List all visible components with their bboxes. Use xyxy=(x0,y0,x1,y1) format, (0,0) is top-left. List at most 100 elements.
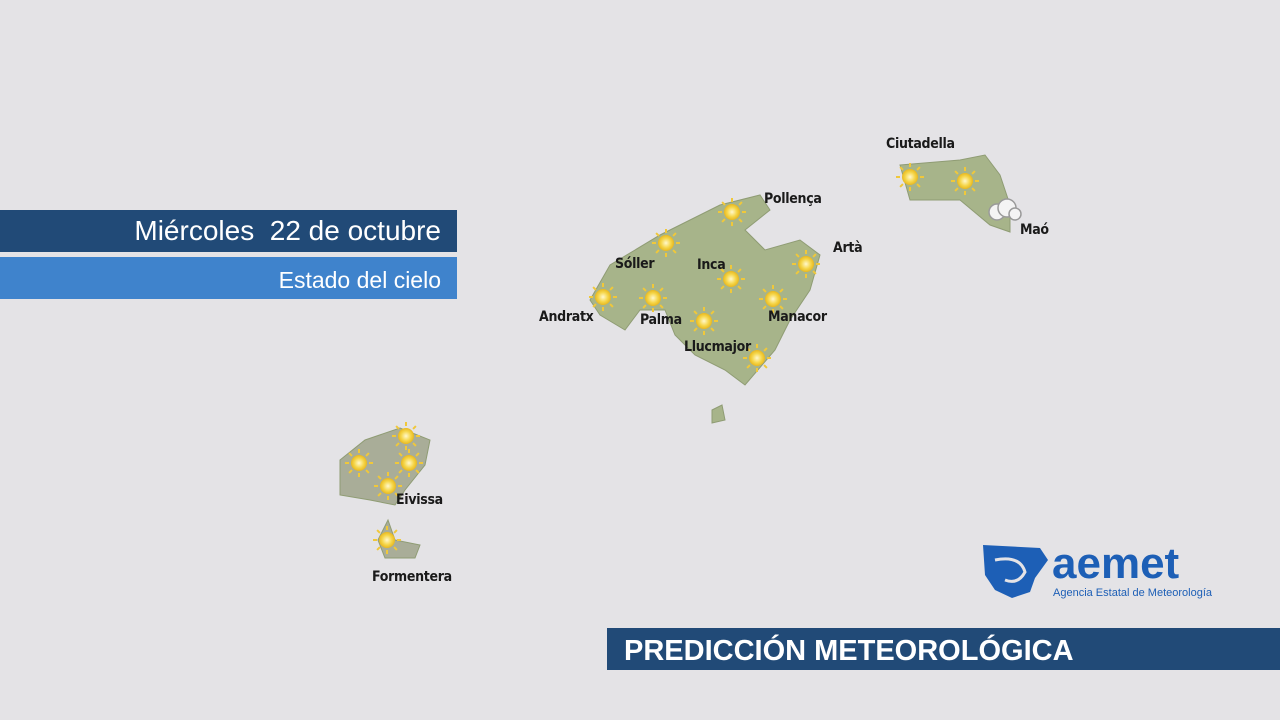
sun-ray xyxy=(395,425,400,430)
sun-ray xyxy=(737,268,742,273)
sun-ray xyxy=(672,232,677,237)
sun-ray xyxy=(738,201,743,206)
sun-ray xyxy=(412,425,417,430)
sun-ray xyxy=(412,442,417,447)
sun-ray xyxy=(398,469,403,474)
sun-ray xyxy=(365,452,370,457)
sun-disc xyxy=(957,173,973,189)
sun-icon xyxy=(589,283,617,311)
sun-disc xyxy=(645,290,661,306)
sun-ray xyxy=(376,546,381,551)
sun-ray xyxy=(377,475,382,480)
sun-ray xyxy=(609,286,614,291)
sun-disc xyxy=(765,291,781,307)
logo-mark xyxy=(983,545,1048,598)
sun-ray xyxy=(693,310,698,315)
sun-icon xyxy=(743,344,771,372)
sun-ray xyxy=(592,286,597,291)
sun-ray xyxy=(365,469,370,474)
sun-disc xyxy=(595,289,611,305)
date: Miércoles 22 de octubre xyxy=(134,215,441,246)
sun-ray xyxy=(971,187,976,192)
place-label: Formentera xyxy=(372,569,452,585)
sun-ray xyxy=(779,305,784,310)
sun-ray xyxy=(971,170,976,175)
sun-icon xyxy=(652,229,680,257)
formentera xyxy=(377,518,421,559)
sun-disc xyxy=(723,271,739,287)
sun-ray xyxy=(916,166,921,171)
sun-ray xyxy=(377,492,382,497)
sun-ray xyxy=(762,305,767,310)
place-label: Manacor xyxy=(768,309,828,325)
sun-disc xyxy=(398,428,414,444)
mallorca xyxy=(589,194,821,386)
sun-ray xyxy=(393,546,398,551)
sun-ray xyxy=(720,268,725,273)
cabrera xyxy=(711,404,726,424)
place-label: Sóller xyxy=(615,256,655,272)
sun-ray xyxy=(763,364,768,369)
place-label: Andratx xyxy=(539,309,594,325)
sun-ray xyxy=(710,327,715,332)
sun-icon xyxy=(951,167,979,195)
sun-ray xyxy=(954,170,959,175)
sun-ray xyxy=(954,187,959,192)
sun-ray xyxy=(398,452,403,457)
place-label: Pollença xyxy=(764,191,822,207)
sun-disc xyxy=(380,478,396,494)
sun-ray xyxy=(393,529,398,534)
islands xyxy=(339,154,1011,559)
sun-ray xyxy=(710,310,715,315)
sun-disc xyxy=(902,169,918,185)
sun-ray xyxy=(672,249,677,254)
sun-disc xyxy=(658,235,674,251)
sun-ray xyxy=(762,288,767,293)
sun-icon xyxy=(759,285,787,313)
sun-disc xyxy=(749,350,765,366)
place-label: Maó xyxy=(1020,222,1049,238)
sun-icon xyxy=(717,265,745,293)
sun-disc xyxy=(696,313,712,329)
sun-ray xyxy=(659,304,664,309)
place-label: Ciutadella xyxy=(886,136,955,152)
sun-ray xyxy=(376,529,381,534)
sun-ray xyxy=(348,469,353,474)
footer: PREDICCIÓN METEOROLÓGICA xyxy=(624,633,1074,667)
sun-ray xyxy=(812,253,817,258)
sun-icon xyxy=(792,250,820,278)
weather-icons xyxy=(345,163,1022,554)
eivissa xyxy=(339,427,431,506)
sun-ray xyxy=(746,364,751,369)
sun-ray xyxy=(720,285,725,290)
cloud-icon xyxy=(988,198,1022,221)
sun-disc xyxy=(351,455,367,471)
place-label: Palma xyxy=(640,312,682,328)
sun-ray xyxy=(795,253,800,258)
sun-ray xyxy=(738,218,743,223)
sun-icon xyxy=(392,422,420,450)
sun-ray xyxy=(348,452,353,457)
sun-ray xyxy=(721,201,726,206)
sun-ray xyxy=(609,303,614,308)
sun-ray xyxy=(899,183,904,188)
sun-ray xyxy=(693,327,698,332)
sun-ray xyxy=(394,475,399,480)
sun-ray xyxy=(779,288,784,293)
sun-icon xyxy=(374,472,402,500)
subtitle: Estado del cielo xyxy=(279,267,441,293)
sun-disc xyxy=(724,204,740,220)
logo-swirl xyxy=(994,557,1027,583)
sun-ray xyxy=(746,347,751,352)
logo-tagline: Agencia Estatal de Meteorología xyxy=(1053,587,1213,599)
sun-icon xyxy=(373,526,401,554)
place-label: Artà xyxy=(833,240,862,256)
sun-disc xyxy=(798,256,814,272)
sun-ray xyxy=(642,287,647,292)
place-label: Eivissa xyxy=(396,492,443,508)
sun-icon xyxy=(690,307,718,335)
footer-bar xyxy=(607,628,1280,670)
sun-ray xyxy=(737,285,742,290)
